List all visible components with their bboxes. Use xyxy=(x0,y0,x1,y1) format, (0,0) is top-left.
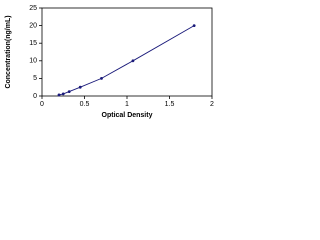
curve xyxy=(58,25,195,96)
y-tick-label: 15 xyxy=(29,40,37,47)
point xyxy=(100,77,103,80)
point xyxy=(61,92,65,96)
y-tick-label: 5 xyxy=(33,75,37,82)
plot-frame xyxy=(41,7,213,97)
point xyxy=(67,90,71,93)
x-tick-label: 1.5 xyxy=(165,101,175,108)
page: Optical Density Concentration(ng/mL) 0 5 1… xyxy=(4,4,215,119)
point xyxy=(131,59,135,63)
y-tick-label: 0 xyxy=(33,93,37,100)
y-tick-label: 20 xyxy=(29,22,37,29)
y-tick-label: 10 xyxy=(29,58,37,65)
point xyxy=(78,85,82,89)
y-axis-label: Concentration(ng/mL) xyxy=(5,15,12,88)
point xyxy=(57,93,61,97)
x-axis-label: Optical Density xyxy=(102,112,153,119)
y-tick-label: 25 xyxy=(29,5,37,12)
point xyxy=(192,24,196,27)
x-tick-label: 1 xyxy=(125,101,129,108)
x-tick-label: 0.5 xyxy=(80,101,90,108)
x-tick-label: 2 xyxy=(210,101,214,108)
x-tick-label: 0 xyxy=(40,101,44,108)
chart: Optical Density Concentration(ng/mL) 0 5 1… xyxy=(5,5,214,119)
